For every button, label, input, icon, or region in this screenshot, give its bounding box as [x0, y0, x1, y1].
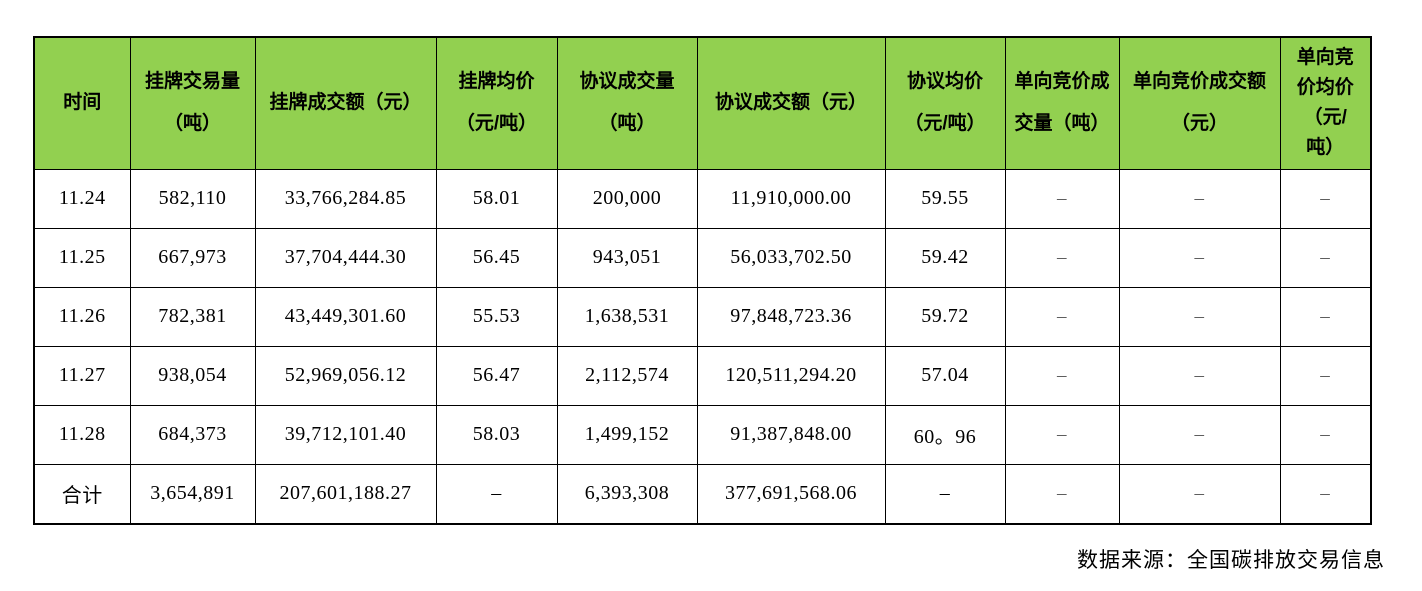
table-cell: 56,033,702.50 — [696, 227, 886, 288]
col-header-negotiated-turnover: 协议成交额（元） — [696, 36, 886, 170]
row-label: 11.27 — [33, 345, 131, 406]
table-cell: 56.45 — [435, 227, 558, 288]
table-cell: 60。96 — [884, 404, 1006, 465]
table-cell: – — [1118, 227, 1281, 288]
table-cell: – — [1279, 345, 1372, 406]
table-cell: 120,511,294.20 — [696, 345, 886, 406]
col-header-auction-avg-price: 单向竞 价均价 （元/ 吨） — [1279, 36, 1372, 170]
table-cell: 2,112,574 — [556, 345, 698, 406]
total-row: 合计 3,654,891 207,601,188.27 – 6,393,308 … — [33, 463, 1372, 525]
table-cell: 59.72 — [884, 286, 1006, 347]
col-header-negotiated-volume: 协议成交量 （吨） — [556, 36, 698, 170]
table-cell: – — [1118, 168, 1281, 229]
table-cell: – — [1279, 286, 1372, 347]
table-cell: 37,704,444.30 — [254, 227, 437, 288]
table-cell: 39,712,101.40 — [254, 404, 437, 465]
table-cell: 58.01 — [435, 168, 558, 229]
table-cell: – — [1004, 286, 1120, 347]
col-header-auction-volume: 单向竞价成 交量（吨） — [1004, 36, 1120, 170]
table-cell: 52,969,056.12 — [254, 345, 437, 406]
table-cell: 58.03 — [435, 404, 558, 465]
table-cell: – — [1004, 227, 1120, 288]
col-header-negotiated-avg-price: 协议均价 （元/吨） — [884, 36, 1006, 170]
table-cell: – — [1004, 168, 1120, 229]
table-cell: 200,000 — [556, 168, 698, 229]
table-cell: 1,499,152 — [556, 404, 698, 465]
table-cell: 33,766,284.85 — [254, 168, 437, 229]
row-label: 11.24 — [33, 168, 131, 229]
table-cell: 91,387,848.00 — [696, 404, 886, 465]
table-row: 11.26 782,381 43,449,301.60 55.53 1,638,… — [33, 286, 1372, 347]
table-cell: – — [1004, 345, 1120, 406]
table-row: 11.24 582,110 33,766,284.85 58.01 200,00… — [33, 168, 1372, 229]
table-cell: – — [1279, 227, 1372, 288]
table-cell: 1,638,531 — [556, 286, 698, 347]
table-cell: – — [1004, 404, 1120, 465]
table-cell: – — [1118, 345, 1281, 406]
table-cell: 59.42 — [884, 227, 1006, 288]
table-cell: – — [1118, 286, 1281, 347]
col-header-listed-avg-price: 挂牌均价 （元/吨） — [435, 36, 558, 170]
table-cell: 57.04 — [884, 345, 1006, 406]
table-cell: 667,973 — [129, 227, 256, 288]
table-cell: 6,393,308 — [556, 463, 698, 525]
table-cell: – — [1279, 463, 1372, 525]
table-row: 11.28 684,373 39,712,101.40 58.03 1,499,… — [33, 404, 1372, 465]
table-cell: 782,381 — [129, 286, 256, 347]
table-row: 11.27 938,054 52,969,056.12 56.47 2,112,… — [33, 345, 1372, 406]
table-cell: 56.47 — [435, 345, 558, 406]
table-cell: 207,601,188.27 — [254, 463, 437, 525]
table-cell: – — [884, 463, 1006, 525]
row-label-total: 合计 — [33, 463, 131, 525]
row-label: 11.26 — [33, 286, 131, 347]
table-body: 11.24 582,110 33,766,284.85 58.01 200,00… — [33, 168, 1372, 525]
row-label: 11.28 — [33, 404, 131, 465]
table-cell: – — [1004, 463, 1120, 525]
table-cell: 582,110 — [129, 168, 256, 229]
data-source-note: 数据来源：全国碳排放交易信息 — [1077, 548, 1385, 572]
table-cell: 938,054 — [129, 345, 256, 406]
table-cell: 11,910,000.00 — [696, 168, 886, 229]
table-cell: – — [435, 463, 558, 525]
col-header-listed-turnover: 挂牌成交额（元） — [254, 36, 437, 170]
table-cell: – — [1279, 168, 1372, 229]
table-cell: 43,449,301.60 — [254, 286, 437, 347]
table-cell: 55.53 — [435, 286, 558, 347]
col-header-time: 时间 — [33, 36, 131, 170]
table-cell: 97,848,723.36 — [696, 286, 886, 347]
table-cell: 943,051 — [556, 227, 698, 288]
table-row: 11.25 667,973 37,704,444.30 56.45 943,05… — [33, 227, 1372, 288]
table-cell: – — [1279, 404, 1372, 465]
table-cell: 59.55 — [884, 168, 1006, 229]
table-cell: 684,373 — [129, 404, 256, 465]
table-cell: – — [1118, 463, 1281, 525]
col-header-listed-volume: 挂牌交易量 （吨） — [129, 36, 256, 170]
col-header-auction-turnover: 单向竞价成交额 （元） — [1118, 36, 1281, 170]
table-cell: – — [1118, 404, 1281, 465]
table-header: 时间 挂牌交易量 （吨） 挂牌成交额（元） 挂牌均价 （元/吨） 协议成交量 （… — [33, 36, 1372, 170]
table-cell: 3,654,891 — [129, 463, 256, 525]
carbon-trading-table: 时间 挂牌交易量 （吨） 挂牌成交额（元） 挂牌均价 （元/吨） 协议成交量 （… — [33, 36, 1372, 525]
table-cell: 377,691,568.06 — [696, 463, 886, 525]
header-row: 时间 挂牌交易量 （吨） 挂牌成交额（元） 挂牌均价 （元/吨） 协议成交量 （… — [33, 36, 1372, 170]
row-label: 11.25 — [33, 227, 131, 288]
